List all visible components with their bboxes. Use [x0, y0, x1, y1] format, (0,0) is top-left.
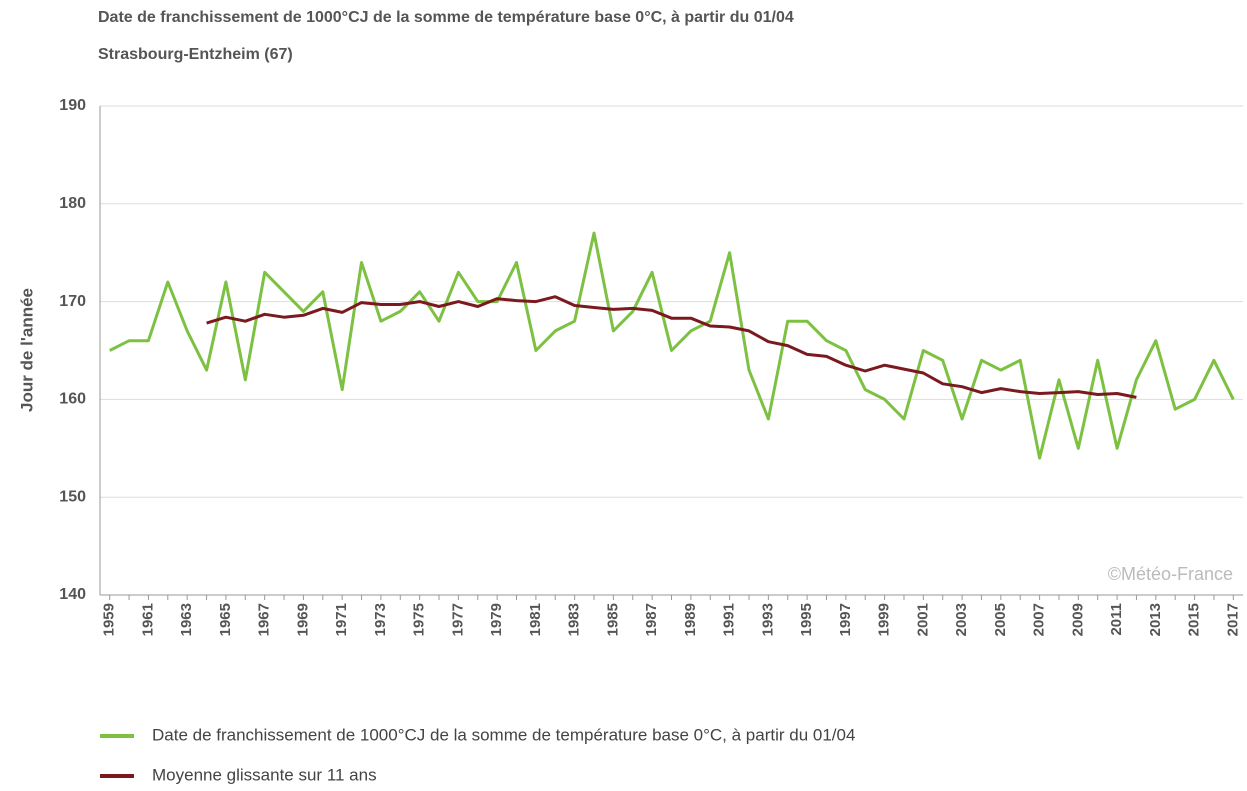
x-tick-label: 1965	[217, 603, 234, 636]
x-tick-label: 1989	[682, 603, 699, 636]
y-tick-label: 150	[59, 488, 86, 505]
x-tick-label: 2011	[1108, 603, 1125, 636]
y-axis-label: Jour de l'année	[17, 288, 36, 412]
legend-label: Moyenne glissante sur 11 ans	[152, 765, 377, 784]
x-tick-label: 1961	[139, 603, 156, 636]
x-tick-label: 2013	[1147, 603, 1164, 636]
x-tick-label: 1979	[488, 603, 505, 636]
x-tick-label: 2007	[1031, 603, 1048, 636]
x-tick-label: 1993	[759, 603, 776, 636]
x-tick-label: 1997	[837, 603, 854, 636]
x-tick-label: 1967	[256, 603, 273, 636]
x-tick-label: 2003	[953, 603, 970, 636]
y-tick-label: 170	[59, 293, 86, 310]
y-tick-label: 180	[59, 195, 86, 212]
x-tick-label: 1985	[604, 603, 621, 636]
x-tick-label: 1975	[411, 603, 428, 636]
x-tick-label: 1999	[876, 603, 893, 636]
x-tick-label: 2005	[992, 603, 1009, 636]
watermark: ©Météo-France	[1108, 564, 1233, 584]
x-tick-label: 1971	[333, 603, 350, 636]
x-tick-label: 2009	[1069, 603, 1086, 636]
x-tick-label: 1995	[798, 603, 815, 636]
series-line	[206, 295, 1137, 399]
x-tick-label: 2017	[1224, 603, 1241, 636]
x-tick-label: 1959	[101, 603, 118, 636]
x-tick-label: 1987	[643, 603, 660, 636]
y-tick-label: 190	[59, 97, 86, 114]
chart-title: Date de franchissement de 1000°CJ de la …	[98, 9, 794, 26]
x-tick-label: 1981	[527, 603, 544, 636]
x-tick-label: 1977	[449, 603, 466, 636]
y-tick-label: 160	[59, 391, 86, 408]
series-line	[109, 231, 1235, 460]
x-tick-label: 2015	[1186, 603, 1203, 636]
legend-label: Date de franchissement de 1000°CJ de la …	[152, 725, 855, 744]
x-tick-label: 1973	[372, 603, 389, 636]
y-tick-label: 140	[59, 586, 86, 603]
x-tick-label: 1983	[566, 603, 583, 636]
chart-subtitle: Strasbourg-Entzheim (67)	[98, 46, 293, 63]
x-tick-label: 1991	[721, 603, 738, 636]
x-tick-label: 1969	[294, 603, 311, 636]
x-tick-label: 2001	[914, 603, 931, 636]
x-tick-label: 1963	[178, 603, 195, 636]
